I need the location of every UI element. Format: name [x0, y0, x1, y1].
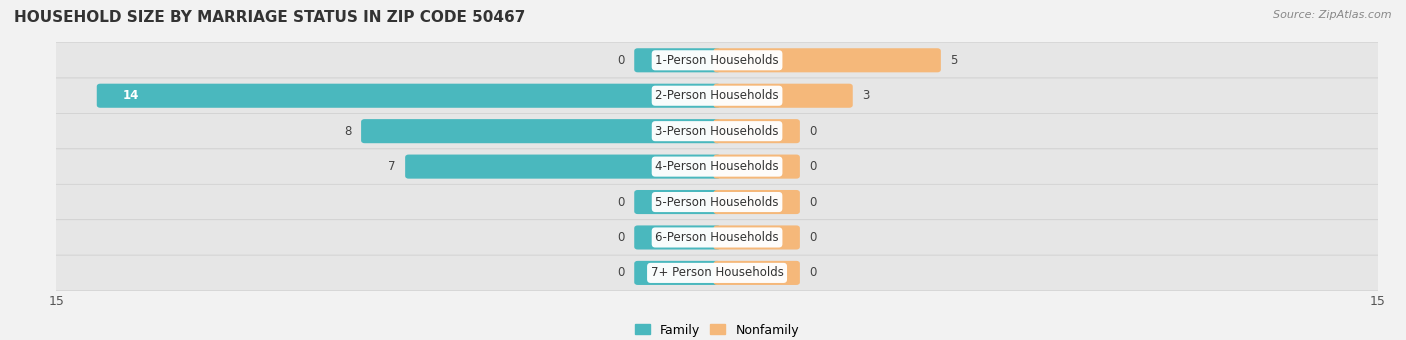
FancyBboxPatch shape: [634, 48, 721, 72]
FancyBboxPatch shape: [634, 261, 721, 285]
FancyBboxPatch shape: [713, 261, 800, 285]
FancyBboxPatch shape: [53, 220, 1381, 255]
Text: 7+ Person Households: 7+ Person Households: [651, 267, 783, 279]
FancyBboxPatch shape: [634, 225, 721, 250]
FancyBboxPatch shape: [53, 184, 1381, 220]
Text: 0: 0: [810, 195, 817, 208]
Text: 4-Person Households: 4-Person Households: [655, 160, 779, 173]
FancyBboxPatch shape: [713, 119, 800, 143]
Text: 0: 0: [617, 54, 624, 67]
Text: 0: 0: [810, 231, 817, 244]
Text: 0: 0: [810, 160, 817, 173]
FancyBboxPatch shape: [53, 114, 1381, 149]
Text: 0: 0: [617, 195, 624, 208]
FancyBboxPatch shape: [713, 48, 941, 72]
Text: 0: 0: [617, 231, 624, 244]
FancyBboxPatch shape: [713, 190, 800, 214]
FancyBboxPatch shape: [713, 225, 800, 250]
Text: 0: 0: [617, 267, 624, 279]
FancyBboxPatch shape: [361, 119, 721, 143]
Text: 0: 0: [810, 125, 817, 138]
FancyBboxPatch shape: [53, 149, 1381, 184]
FancyBboxPatch shape: [713, 155, 800, 179]
Text: 5-Person Households: 5-Person Households: [655, 195, 779, 208]
Text: 3-Person Households: 3-Person Households: [655, 125, 779, 138]
Text: 8: 8: [344, 125, 352, 138]
FancyBboxPatch shape: [405, 155, 721, 179]
FancyBboxPatch shape: [713, 84, 853, 108]
FancyBboxPatch shape: [634, 190, 721, 214]
Text: 1-Person Households: 1-Person Households: [655, 54, 779, 67]
Legend: Family, Nonfamily: Family, Nonfamily: [630, 319, 804, 340]
FancyBboxPatch shape: [97, 84, 721, 108]
Text: 14: 14: [122, 89, 139, 102]
Text: 7: 7: [388, 160, 395, 173]
FancyBboxPatch shape: [53, 255, 1381, 291]
Text: 6-Person Households: 6-Person Households: [655, 231, 779, 244]
FancyBboxPatch shape: [53, 78, 1381, 114]
FancyBboxPatch shape: [53, 42, 1381, 78]
Text: HOUSEHOLD SIZE BY MARRIAGE STATUS IN ZIP CODE 50467: HOUSEHOLD SIZE BY MARRIAGE STATUS IN ZIP…: [14, 10, 526, 25]
Text: 3: 3: [862, 89, 870, 102]
Text: 5: 5: [950, 54, 957, 67]
Text: 0: 0: [810, 267, 817, 279]
Text: 2-Person Households: 2-Person Households: [655, 89, 779, 102]
Text: Source: ZipAtlas.com: Source: ZipAtlas.com: [1274, 10, 1392, 20]
